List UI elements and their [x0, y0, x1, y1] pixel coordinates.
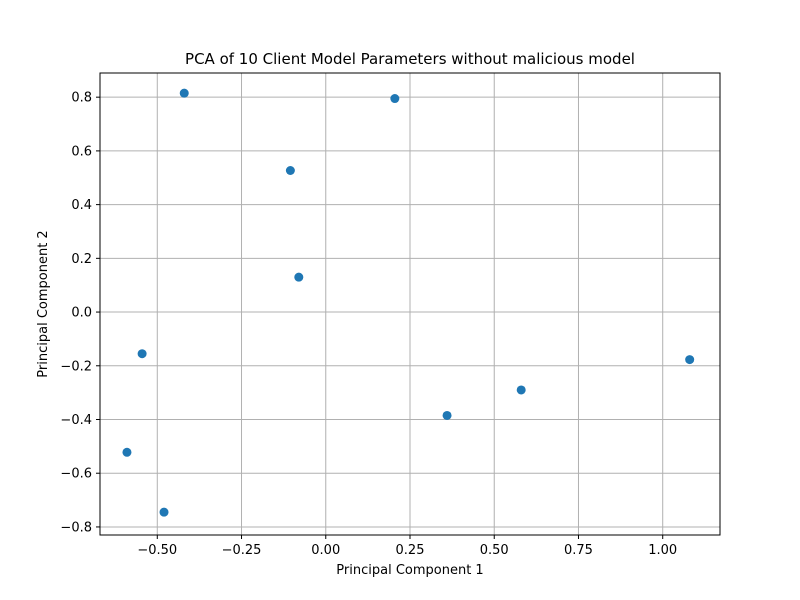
- x-tick-label: −0.50: [137, 543, 177, 558]
- scatter-point: [390, 94, 400, 104]
- y-tick-label: −0.4: [60, 413, 92, 428]
- y-tick-label: −0.6: [60, 467, 92, 482]
- scatter-point: [685, 355, 695, 365]
- scatter-point: [285, 166, 295, 176]
- y-tick-label: −0.8: [60, 520, 92, 535]
- y-tick-label: 0.2: [71, 252, 92, 267]
- grid-lines: [100, 73, 720, 535]
- y-tick-label: 0.6: [71, 144, 92, 159]
- scatter-point: [159, 507, 169, 517]
- scatter-point: [294, 272, 304, 282]
- x-tick-label: 1.00: [648, 543, 677, 558]
- scatter-point: [122, 447, 132, 457]
- x-tick-label: −0.25: [222, 543, 262, 558]
- scatter-point: [442, 410, 452, 420]
- scatter-point: [516, 385, 526, 395]
- scatter-point: [137, 349, 147, 359]
- scatter-point: [179, 88, 189, 98]
- y-tick-label: 0.8: [71, 91, 92, 106]
- y-tick-label: −0.2: [60, 359, 92, 374]
- data-points: [122, 88, 695, 517]
- x-tick-label: 0.75: [564, 543, 593, 558]
- axis-ticks: −0.50 −0.25 0.00 0.25 0.50 0.75 1.00 −0.8 −0.6 −0…: [60, 91, 677, 558]
- chart-title: PCA of 10 Client Model Parameters withou…: [185, 50, 635, 68]
- y-axis-label: Principal Component 2: [36, 230, 51, 377]
- x-tick-label: 0.50: [480, 543, 509, 558]
- x-tick-label: 0.25: [396, 543, 425, 558]
- x-axis-label: Principal Component 1: [336, 563, 483, 578]
- y-tick-label: 0.4: [71, 198, 92, 213]
- x-tick-label: 0.00: [311, 543, 340, 558]
- y-tick-label: 0.0: [71, 306, 92, 321]
- plot-frame: [99, 72, 721, 536]
